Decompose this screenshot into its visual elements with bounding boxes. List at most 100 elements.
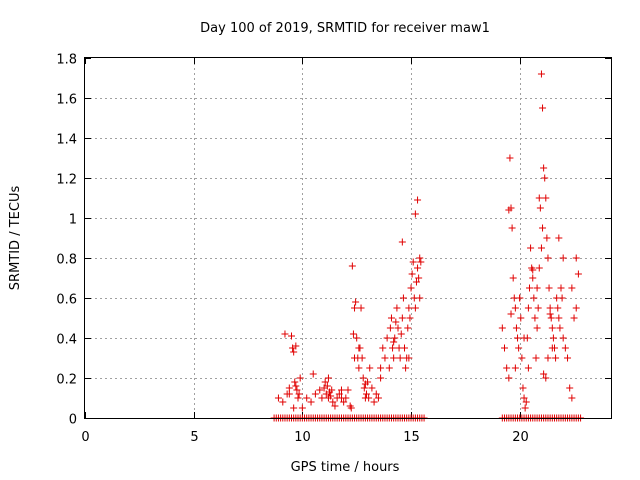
data-point <box>291 378 299 386</box>
data-point <box>417 258 425 266</box>
data-point <box>335 390 343 398</box>
chart-title: Day 100 of 2019, SRMTID for receiver maw… <box>200 21 490 36</box>
data-point <box>406 314 414 322</box>
data-point <box>542 374 550 382</box>
data-point <box>539 104 547 112</box>
y-tick-label: 0.2 <box>56 373 77 388</box>
data-point <box>524 364 532 372</box>
data-point <box>511 364 519 372</box>
data-point <box>351 354 359 362</box>
data-point <box>517 314 525 322</box>
data-point <box>287 332 295 340</box>
data-point <box>543 234 551 242</box>
data-point <box>515 344 523 352</box>
data-point <box>381 354 389 362</box>
x-tick-label: 5 <box>190 430 198 445</box>
data-point <box>386 324 394 332</box>
data-point <box>527 244 535 252</box>
data-point <box>514 334 522 342</box>
data-points <box>270 70 585 422</box>
data-point <box>561 344 569 352</box>
data-point <box>509 274 517 282</box>
data-point <box>348 262 356 270</box>
y-tick-label: 1.8 <box>56 53 77 68</box>
data-point <box>533 284 541 292</box>
data-point <box>389 344 397 352</box>
data-point <box>556 324 564 332</box>
data-point <box>358 354 366 362</box>
data-point <box>396 354 404 362</box>
data-point <box>503 364 511 372</box>
data-point <box>520 334 528 342</box>
data-point <box>554 304 562 312</box>
data-point <box>537 70 545 78</box>
data-point <box>324 374 332 382</box>
data-point <box>355 364 363 372</box>
data-point <box>296 374 304 382</box>
data-point <box>360 384 368 392</box>
y-tick-label: 1.4 <box>56 133 77 148</box>
data-point <box>519 384 527 392</box>
data-point <box>328 386 336 394</box>
data-point <box>405 354 413 362</box>
data-point <box>370 398 378 406</box>
data-point <box>547 314 555 322</box>
data-point <box>351 304 359 312</box>
data-point <box>548 324 556 332</box>
data-point <box>518 354 526 362</box>
data-point <box>323 382 331 390</box>
data-point <box>295 390 303 398</box>
data-point <box>318 394 326 402</box>
data-point <box>368 384 376 392</box>
data-point <box>397 330 405 338</box>
x-tick-label: 15 <box>403 430 420 445</box>
data-point <box>537 244 545 252</box>
data-point <box>557 284 565 292</box>
x-tick-label: 0 <box>81 430 89 445</box>
data-point <box>292 382 300 390</box>
data-point <box>307 398 315 406</box>
data-point <box>290 348 298 356</box>
data-point <box>546 310 554 318</box>
data-point <box>372 390 380 398</box>
data-point <box>544 354 552 362</box>
data-point <box>347 404 355 412</box>
data-point <box>340 398 348 406</box>
data-point <box>536 204 544 212</box>
data-point <box>506 154 514 162</box>
data-point <box>540 370 548 378</box>
data-point <box>303 394 311 402</box>
data-point <box>555 314 563 322</box>
data-point <box>542 194 550 202</box>
data-point <box>535 194 543 202</box>
data-point <box>327 392 335 400</box>
data-point <box>505 374 513 382</box>
data-point <box>535 264 543 272</box>
data-point <box>412 278 420 286</box>
data-point <box>516 294 524 302</box>
data-point <box>353 334 361 342</box>
data-point <box>507 310 515 318</box>
data-point <box>279 398 287 406</box>
data-point <box>511 304 519 312</box>
x-tick-label: 20 <box>512 430 529 445</box>
data-point <box>274 394 282 402</box>
data-point <box>529 266 537 274</box>
data-point <box>377 374 385 382</box>
data-point <box>534 304 542 312</box>
data-point <box>377 364 385 372</box>
data-point <box>568 394 576 402</box>
data-point <box>570 314 578 322</box>
data-point <box>391 334 399 342</box>
data-point <box>365 394 373 402</box>
data-point <box>316 386 324 394</box>
data-point <box>385 364 393 372</box>
data-point <box>374 394 382 402</box>
grid <box>85 58 611 418</box>
data-point <box>414 196 422 204</box>
x-tick-label: 10 <box>294 430 311 445</box>
data-point <box>298 404 306 412</box>
data-point <box>416 254 424 262</box>
data-point <box>407 284 415 292</box>
data-point <box>524 304 532 312</box>
